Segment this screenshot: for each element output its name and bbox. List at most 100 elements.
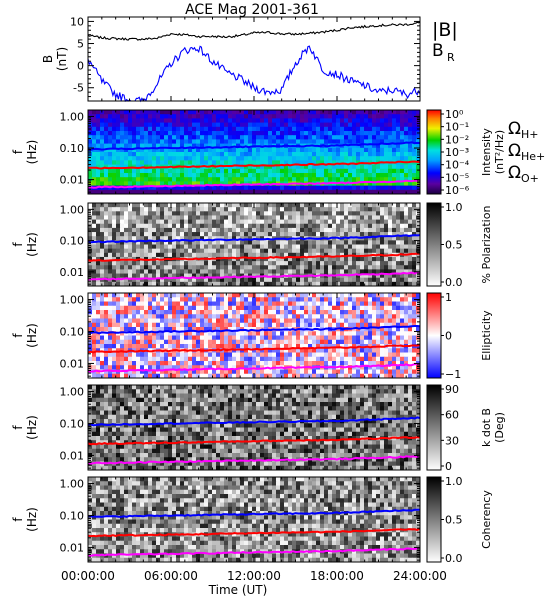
heatmap-cell [280, 227, 285, 233]
heatmap-cell [272, 203, 277, 208]
heatmap-cell [344, 232, 349, 237]
heatmap-cell [184, 135, 189, 140]
heatmap-cell [172, 305, 177, 311]
heatmap-cell [116, 297, 121, 302]
heatmap-cell [348, 310, 353, 315]
heatmap-cell [368, 215, 373, 220]
heatmap-cell [296, 219, 301, 225]
heatmap-cell [316, 344, 321, 349]
heatmap-cell [332, 314, 337, 319]
heatmap-cell [216, 203, 221, 208]
heatmap-cell [136, 114, 141, 119]
heatmap-cell [260, 352, 265, 358]
heatmap-cell [88, 203, 93, 208]
heatmap-cell [280, 211, 285, 216]
heatmap-cell [192, 114, 197, 119]
heatmap-cell [284, 185, 289, 191]
heatmap-cell [408, 310, 413, 315]
heatmap-cell [148, 281, 153, 287]
heatmap-cell [384, 236, 389, 241]
heatmap-cell [196, 356, 201, 362]
heatmap-cell [344, 265, 349, 270]
heatmap-cell [140, 122, 145, 128]
heatmap-cell [372, 156, 377, 161]
heatmap-cell [280, 215, 285, 220]
heatmap-cell [264, 223, 269, 229]
heatmap-cell [344, 152, 349, 157]
heatmap-cell [192, 156, 197, 161]
heatmap-cell [416, 118, 421, 123]
heatmap-cell [392, 177, 397, 182]
heatmap-cell [368, 131, 373, 136]
heatmap-cell [248, 156, 253, 161]
heatmap-cell [348, 173, 353, 178]
heatmap-cell [408, 223, 413, 229]
heatmap-cell [128, 173, 133, 178]
heatmap-cell [160, 114, 165, 119]
heatmap-cell [168, 168, 173, 174]
heatmap-cell [216, 240, 221, 245]
heatmap-cell [204, 252, 209, 258]
heatmap-cell [160, 131, 165, 136]
heatmap-cell [368, 147, 373, 153]
heatmap-cell [132, 281, 137, 287]
heatmap-cell [88, 273, 93, 279]
heatmap-cell [188, 356, 193, 362]
heatmap-cell [140, 131, 145, 136]
heatmap-cell [268, 110, 273, 115]
heatmap-cell [256, 126, 261, 132]
heatmap-cell [332, 269, 337, 274]
heatmap-cell [136, 301, 141, 307]
heatmap-cell [392, 185, 397, 191]
heatmap-cell [400, 339, 405, 345]
heatmap-cell [172, 219, 177, 225]
heatmap-cell [124, 327, 129, 332]
heatmap-cell [136, 240, 141, 245]
heatmap-cell [284, 156, 289, 161]
heatmap-cell [260, 139, 265, 144]
heatmap-cell [240, 118, 245, 123]
heatmap-cell [100, 152, 105, 157]
heatmap-cell [288, 122, 293, 128]
heatmap-cell [204, 152, 209, 157]
heatmap-cell [344, 211, 349, 216]
heatmap-cell [148, 135, 153, 140]
heatmap-cell [184, 301, 189, 307]
heatmap-cell [188, 327, 193, 332]
heatmap-cell [332, 164, 337, 170]
heatmap-cell [328, 211, 333, 216]
heatmap-cell [336, 252, 341, 258]
heatmap-cell [284, 293, 289, 298]
heatmap-cell [180, 189, 185, 195]
legend-bmag: |B| [432, 19, 458, 41]
heatmap-cell [300, 301, 305, 307]
heatmap-cell [264, 139, 269, 144]
heatmap-cell [92, 156, 97, 161]
heatmap-cell [372, 114, 377, 119]
heatmap-cell [248, 203, 253, 208]
heatmap-cell [320, 135, 325, 140]
heatmap-cell [212, 215, 217, 220]
heatmap-cell [384, 173, 389, 178]
heatmap-cell [408, 232, 413, 237]
heatmap-cell [360, 177, 365, 182]
heatmap-cell [188, 189, 193, 195]
heatmap-cell [304, 114, 309, 119]
heatmap-cell [264, 215, 269, 220]
heatmap-cell [164, 248, 169, 254]
heatmap-cell [200, 261, 205, 266]
heatmap-cell [128, 135, 133, 140]
heatmap-cell [308, 160, 313, 165]
heatmap-cell [300, 244, 305, 250]
heatmap-cell [216, 114, 221, 119]
heatmap-cell [300, 344, 305, 349]
heatmap-cell [340, 240, 345, 245]
heatmap-cell [140, 305, 145, 311]
heatmap-cell [204, 339, 209, 345]
colorbar-label: Intensity [480, 128, 493, 176]
heatmap-cell [112, 110, 117, 115]
heatmap-cell [408, 189, 413, 195]
heatmap-cell [232, 173, 237, 178]
heatmap-cell [400, 219, 405, 225]
